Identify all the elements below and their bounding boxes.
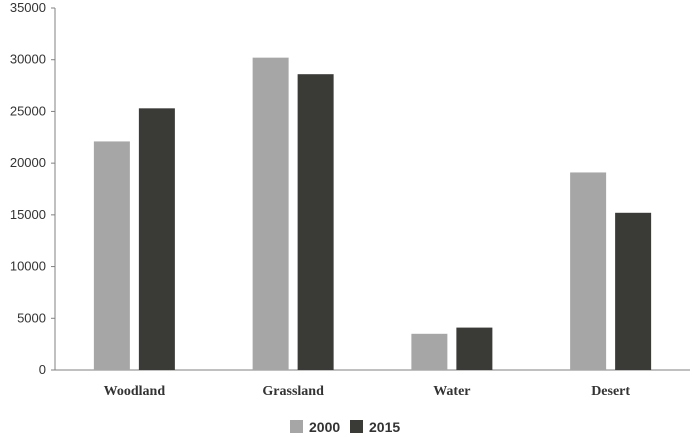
category-label: Desert bbox=[591, 384, 630, 399]
bar-water-2000 bbox=[411, 333, 448, 370]
y-tick-label: 30000 bbox=[10, 52, 46, 67]
bar-woodland-2015 bbox=[138, 108, 175, 370]
y-tick-label: 0 bbox=[39, 362, 46, 377]
category-label: Grassland bbox=[262, 384, 324, 399]
y-tick-label: 35000 bbox=[10, 0, 46, 15]
y-tick-label: 20000 bbox=[10, 155, 46, 170]
legend-label-2000: 2000 bbox=[309, 419, 340, 435]
y-tick-label: 10000 bbox=[10, 259, 46, 274]
bar-desert-2015 bbox=[615, 212, 652, 370]
bar-grassland-2000 bbox=[252, 57, 289, 370]
legend-label-2015: 2015 bbox=[369, 419, 400, 435]
bar-grassland-2015 bbox=[297, 74, 334, 371]
bar-water-2015 bbox=[456, 327, 493, 370]
y-tick-label: 25000 bbox=[10, 103, 46, 118]
category-label: Woodland bbox=[104, 384, 166, 399]
legend-swatch-2015 bbox=[350, 420, 363, 433]
category-label: Water bbox=[433, 384, 470, 399]
y-tick-label: 5000 bbox=[17, 310, 46, 325]
bar-woodland-2000 bbox=[93, 141, 130, 370]
bar-desert-2000 bbox=[570, 172, 607, 370]
y-tick-label: 15000 bbox=[10, 207, 46, 222]
bars bbox=[93, 57, 652, 371]
legend: 2000 2015 bbox=[290, 419, 400, 435]
legend-swatch-2000 bbox=[290, 420, 303, 433]
category-labels: Woodland Grassland Water Desert bbox=[104, 384, 631, 399]
y-tick-labels: 0 5000 10000 15000 20000 25000 30000 35000 bbox=[10, 0, 55, 377]
